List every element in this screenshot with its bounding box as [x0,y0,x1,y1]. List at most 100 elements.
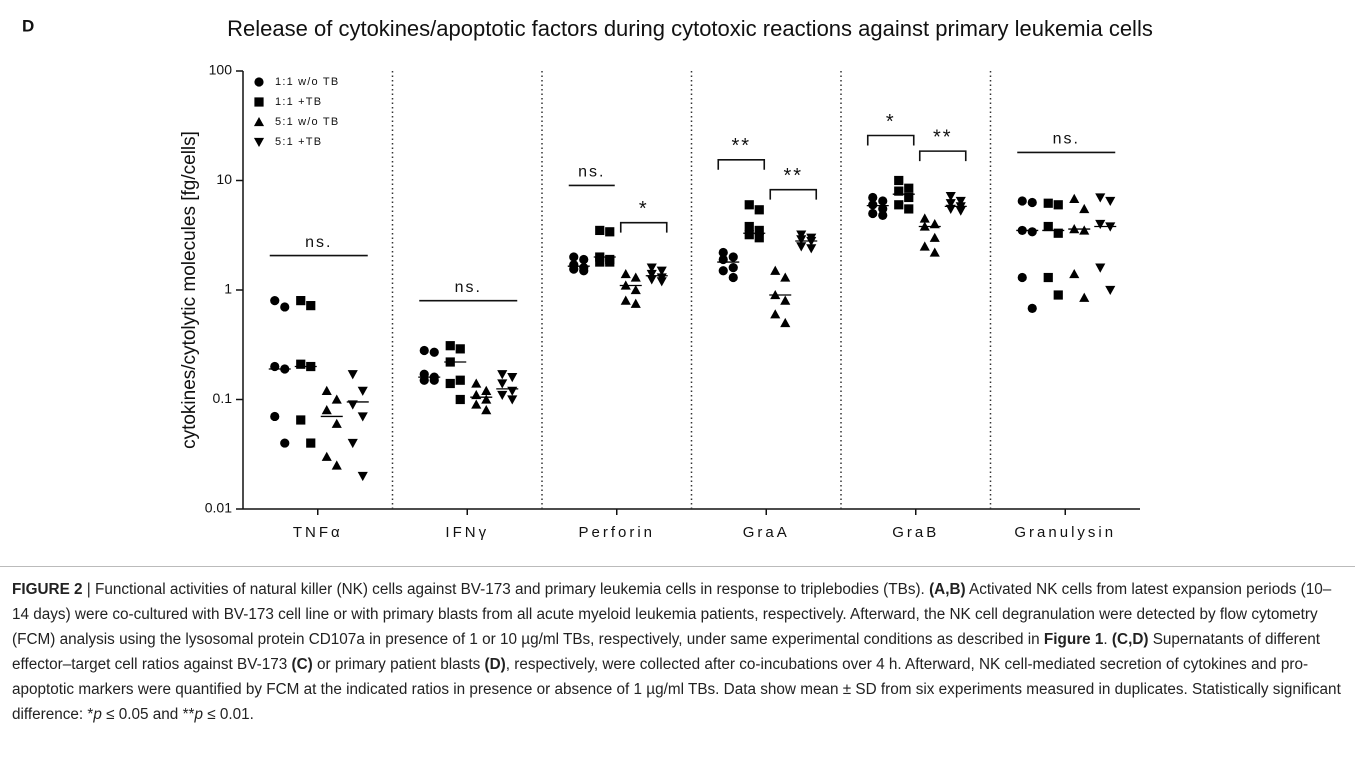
data-point [296,296,306,306]
caption-run: Activated NK cells from latest expansion… [12,581,1332,648]
significance-bracket [619,221,668,233]
data-point [306,438,316,448]
data-point [270,361,280,372]
data-point [429,347,439,357]
data-point [894,175,904,186]
significance-label: ns. [578,164,605,181]
data-point [1079,203,1090,214]
data-point [1053,228,1063,238]
significance-label: * [886,111,896,133]
data-point [744,200,754,210]
significance-label: ** [783,165,803,187]
data-point [455,394,465,405]
y-tick-label: 10 [216,171,232,187]
data-point [1105,196,1116,207]
data-point [1079,225,1090,235]
data-point [1069,193,1080,203]
significance-bracket [717,158,766,170]
data-point [796,230,807,240]
data-point [1043,198,1053,208]
chart-title: Release of cytokines/apoptotic factors d… [227,16,1153,41]
data-point [868,200,878,210]
caption-run: (D) [484,656,506,673]
data-point [728,263,738,273]
significance-bracket [769,188,818,200]
data-point [321,405,332,415]
data-point [744,221,754,232]
data-point [796,235,807,245]
data-point [357,471,368,482]
data-point [280,438,290,448]
data-point [419,375,429,385]
data-point [945,199,956,209]
data-point [1053,200,1063,210]
data-point [507,373,518,383]
figure: D Release of cytokines/apoptotic factors… [22,16,1153,541]
data-point [1027,303,1037,313]
legend-label: 5:1 +TB [275,136,322,148]
x-tick-label: GraB [892,524,939,541]
data-point [347,438,358,449]
data-point [868,192,878,203]
significance-bracket [866,134,915,146]
caption-run: , respectively, were collected after co-… [12,656,1341,723]
caption-run: or primary patient blasts [312,656,485,673]
data-point [1027,227,1037,237]
data-point [347,370,358,380]
caption-run: FIGURE 2 [12,581,83,598]
data-point [754,225,764,236]
significance-label: * [639,198,649,220]
data-point [894,186,904,196]
caption-run: (A,B) [929,581,966,598]
data-point [796,242,807,252]
data-point [455,344,465,354]
data-point [1079,292,1090,302]
data-point [806,244,817,254]
data-point [878,210,888,221]
data-point [904,183,914,193]
data-point [945,204,956,214]
caption-run: ≤ 0.01. [203,706,254,723]
data-point [357,386,368,396]
caption-run: | Functional activities of natural kille… [82,581,930,598]
data-point [728,252,738,262]
caption-run: Figure 1 [1043,631,1104,648]
data-point [270,296,280,306]
caption-run: (C) [291,656,313,673]
data-point [1027,197,1037,208]
legend-marker [254,97,264,107]
data-point [620,295,631,305]
data-point [507,386,518,396]
y-tick-label: 0.01 [205,500,232,516]
significance-label: ** [933,126,953,148]
data-point [347,400,358,410]
data-point [646,275,657,285]
data-point [579,266,589,276]
caption-run: ≤ 0.05 and ** [101,706,195,723]
data-point [471,378,482,388]
data-point [481,385,492,395]
data-point [630,284,641,295]
data-point [780,295,791,305]
data-point [321,385,332,395]
data-point [605,227,615,237]
data-point [955,206,966,216]
y-tick-label: 100 [209,62,233,78]
data-point [718,247,728,258]
legend-label: 5:1 w/o TB [275,116,339,128]
data-point [321,451,332,461]
data-point [754,205,764,215]
legend-label: 1:1 +TB [275,96,322,108]
data-point [357,412,368,422]
data-point [429,375,439,385]
data-point [945,191,956,202]
significance-label: ** [731,135,751,157]
data-point [455,375,465,385]
data-point [630,298,641,308]
data-point [929,232,940,242]
data-point [445,341,455,351]
data-point [497,390,508,401]
data-point [481,394,492,404]
data-point [280,302,290,312]
data-point [605,257,615,267]
